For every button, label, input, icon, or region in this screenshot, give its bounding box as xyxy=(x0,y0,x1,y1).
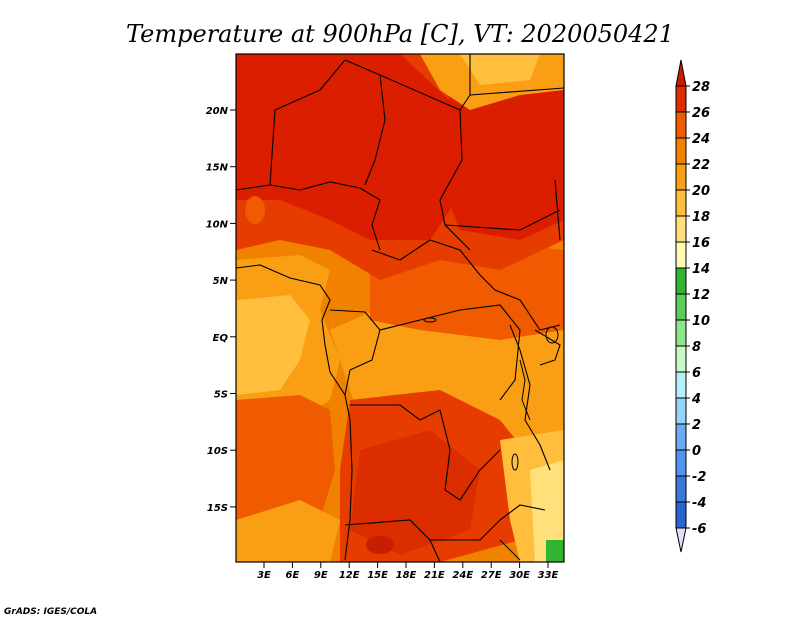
colorbar-label: 26 xyxy=(692,106,710,121)
field-southwest xyxy=(236,395,335,540)
lon-label: 24E xyxy=(452,570,473,581)
lon-label: 27E xyxy=(481,570,502,581)
colorbar-segment xyxy=(675,85,687,113)
field-hotspot xyxy=(366,536,394,554)
colorbar-label: 8 xyxy=(692,340,701,355)
field-ocean-pale xyxy=(236,295,310,395)
lon-label: 18E xyxy=(396,570,417,581)
coastline xyxy=(236,264,353,561)
lat-label: 10N xyxy=(206,219,229,230)
colorbar-segment xyxy=(675,267,687,295)
colorbar-label: 6 xyxy=(692,366,701,381)
colorbar-segment xyxy=(675,319,687,347)
lon-label: 21E xyxy=(424,570,445,581)
colorbar-segment xyxy=(675,423,687,451)
lon-label: 12E xyxy=(339,570,360,581)
colorbar-segment xyxy=(675,475,687,503)
colorbar-label: -4 xyxy=(692,496,706,511)
colorbar-segment xyxy=(675,371,687,399)
lat-label: 20N xyxy=(206,106,229,117)
latitude-axis: 20N 15N 10N 5N EQ 5S 10S 15S xyxy=(206,106,236,514)
colorbar-label: 16 xyxy=(692,236,710,251)
colorbar-label: 14 xyxy=(692,262,710,277)
lon-label: 15E xyxy=(367,570,388,581)
field-south-core xyxy=(350,430,480,555)
lon-label: 30E xyxy=(509,570,530,581)
colorbar-label: 28 xyxy=(692,80,710,95)
lon-label: 9E xyxy=(314,570,328,581)
colorbar-label: 20 xyxy=(692,184,710,199)
field-north-core-west xyxy=(236,54,470,240)
field-northeast-pale xyxy=(460,54,540,85)
colorbar-segment xyxy=(675,111,687,139)
colorbar-label: -2 xyxy=(692,470,706,485)
map-frame xyxy=(235,53,565,563)
field-southwest-pale xyxy=(236,500,340,562)
colorbar-label: 18 xyxy=(692,210,710,225)
colorbar-label: 0 xyxy=(692,444,701,459)
lat-label: 15S xyxy=(207,503,228,514)
lat-label: 5S xyxy=(214,390,228,401)
colorbar-segment xyxy=(675,293,687,321)
colorbar-label: -6 xyxy=(692,522,706,537)
longitude-axis: 3E 6E 9E 12E 15E 18E 21E 24E 27E 30E 33E xyxy=(257,562,559,581)
colorbar-label: 22 xyxy=(692,158,710,173)
colorbar-segment xyxy=(675,163,687,191)
lat-label: 10S xyxy=(207,446,228,457)
borders xyxy=(236,54,564,562)
lat-label: 15N xyxy=(206,163,229,174)
colorbar-label: 4 xyxy=(691,392,701,407)
lat-label: 5N xyxy=(213,276,229,287)
colorbar-bottom-arrow xyxy=(675,527,687,553)
temperature-field xyxy=(236,54,564,562)
lon-label: 6E xyxy=(286,570,300,581)
colorbar-label: 12 xyxy=(692,288,710,303)
lakes xyxy=(423,317,559,471)
colorbar-segment xyxy=(675,189,687,217)
field-north-core-east xyxy=(440,80,564,240)
colorbar-segment xyxy=(675,501,687,529)
grads-credit: GrADS: IGES/COLA xyxy=(4,607,97,617)
colorbar-segment xyxy=(675,397,687,425)
colorbar-label: 2 xyxy=(692,418,701,433)
field-east-cream xyxy=(530,460,564,562)
lon-label: 33E xyxy=(538,570,559,581)
chart-title: Temperature at 900hPa [C], VT: 202005042… xyxy=(126,20,674,48)
colorbar-segment xyxy=(675,449,687,477)
field-west-spot xyxy=(245,196,265,224)
colorbar-segment xyxy=(675,215,687,243)
colorbar-segment xyxy=(675,345,687,373)
colorbar-segment xyxy=(675,241,687,269)
colorbar-segment xyxy=(675,137,687,165)
field-east-green xyxy=(546,540,564,562)
colorbar-top-arrow xyxy=(675,59,687,87)
colorbar-label: 24 xyxy=(692,132,710,147)
colorbar-label: 10 xyxy=(692,314,710,329)
lat-label: EQ xyxy=(213,333,229,344)
lon-label: 3E xyxy=(257,570,271,581)
